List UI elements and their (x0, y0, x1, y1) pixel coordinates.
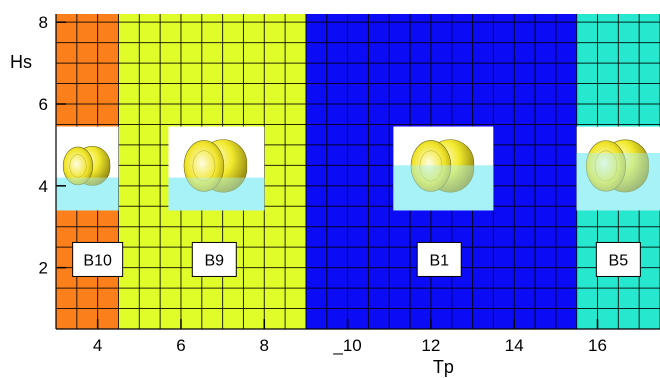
y-tick-label: 6 (39, 95, 48, 114)
y-tick-label: 4 (39, 177, 48, 196)
region-label-text: B5 (609, 252, 629, 269)
region-label-text: B10 (83, 252, 112, 269)
x-tick-label: 8 (260, 336, 269, 355)
buoy-image-b1 (393, 126, 494, 211)
y-axis-label: Hs (10, 52, 32, 72)
region-label-b9: B9 (191, 241, 237, 277)
region-fills (56, 14, 660, 329)
buoy-image-b10 (56, 126, 119, 211)
region-labels: B10 B9 B1 B5 (72, 241, 641, 277)
y-tick-label: 8 (39, 13, 48, 32)
x-tick-label: _10 (332, 336, 361, 355)
buoy-image-b9 (168, 126, 265, 211)
region-label-b5: B5 (595, 241, 641, 277)
x-tick-label: 4 (93, 336, 102, 355)
x-axis-label: Tp (433, 357, 454, 377)
x-tick-label: 14 (505, 336, 524, 355)
axes: 2 4 6 8 4 6 8 _10 12 14 16 (39, 13, 660, 355)
x-tick-label: 16 (588, 336, 607, 355)
region-label-b10: B10 (72, 241, 124, 277)
x-tick-label: 6 (176, 336, 185, 355)
x-tick-label: 12 (421, 336, 440, 355)
region-label-b1: B1 (416, 241, 462, 277)
y-tick-label: 2 (39, 259, 48, 278)
region-label-text: B1 (429, 252, 449, 269)
buoy-image-b5 (576, 126, 660, 211)
buoy-thumbnails (56, 126, 660, 211)
region-label-text: B9 (205, 252, 225, 269)
